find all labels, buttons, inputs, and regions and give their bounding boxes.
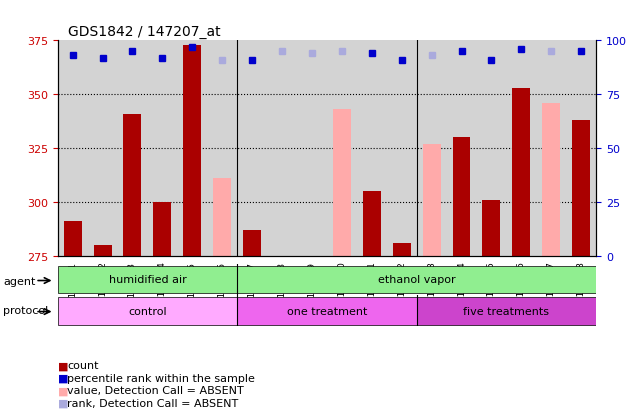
- Bar: [542, 104, 560, 256]
- Text: ■: ■: [58, 361, 68, 370]
- Text: value, Detection Call = ABSENT: value, Detection Call = ABSENT: [67, 385, 244, 395]
- Text: ■: ■: [58, 373, 68, 383]
- Bar: [124, 114, 142, 256]
- Text: humidified air: humidified air: [108, 275, 187, 285]
- Bar: [213, 179, 231, 256]
- FancyBboxPatch shape: [237, 297, 417, 325]
- Text: five treatments: five treatments: [463, 306, 549, 316]
- Text: ■: ■: [58, 385, 68, 395]
- Bar: [363, 192, 381, 256]
- Text: rank, Detection Call = ABSENT: rank, Detection Call = ABSENT: [67, 398, 238, 408]
- Text: count: count: [67, 361, 99, 370]
- Text: percentile rank within the sample: percentile rank within the sample: [67, 373, 255, 383]
- Bar: [572, 121, 590, 256]
- Bar: [183, 45, 201, 256]
- Text: protocol: protocol: [3, 306, 49, 316]
- Bar: [422, 145, 440, 256]
- FancyBboxPatch shape: [237, 266, 596, 294]
- FancyBboxPatch shape: [58, 297, 237, 325]
- Bar: [94, 245, 112, 256]
- Bar: [483, 200, 501, 256]
- Bar: [243, 230, 261, 256]
- Text: one treatment: one treatment: [287, 306, 367, 316]
- Text: ■: ■: [58, 398, 68, 408]
- Text: ethanol vapor: ethanol vapor: [378, 275, 456, 285]
- Text: agent: agent: [3, 276, 36, 286]
- Bar: [153, 202, 171, 256]
- FancyBboxPatch shape: [58, 266, 237, 294]
- Bar: [453, 138, 470, 256]
- Bar: [512, 88, 530, 256]
- Bar: [63, 222, 81, 256]
- Bar: [333, 110, 351, 256]
- FancyBboxPatch shape: [417, 297, 596, 325]
- Text: control: control: [128, 306, 167, 316]
- Text: GDS1842 / 147207_at: GDS1842 / 147207_at: [69, 25, 221, 39]
- Bar: [393, 243, 411, 256]
